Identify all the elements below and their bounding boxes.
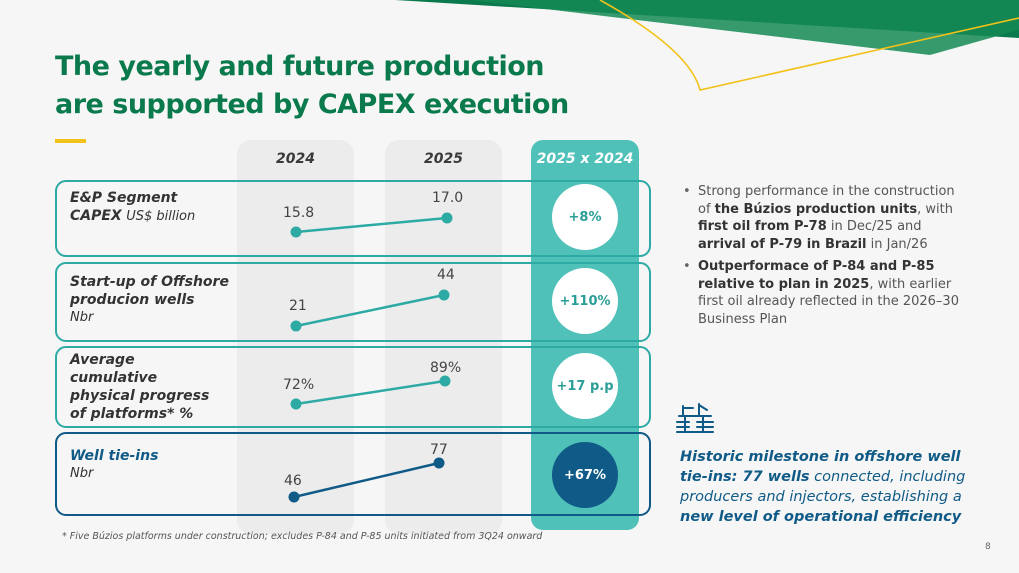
column-header-comparison: 2025 x 2024	[536, 151, 634, 167]
column-2024-background	[237, 140, 354, 534]
label-unit: Nbr	[70, 466, 94, 481]
row-frame-well-tie-ins	[55, 432, 651, 516]
label-line: producion wells	[70, 292, 195, 308]
row-label-well-tie-ins: Well tie-ins Nbr	[70, 447, 158, 483]
title-accent-bar	[55, 139, 86, 143]
row-frame-platform-progress	[55, 346, 651, 428]
value-capex-2024: 15.8	[283, 205, 315, 221]
column-header-2024: 2024	[276, 151, 315, 167]
bullet-bold: first oil from P-78	[698, 219, 827, 234]
milestone-bold: new level of operational efficiency	[680, 509, 962, 525]
corner-decoration	[395, 0, 1019, 91]
trend-line-capex	[295, 216, 448, 234]
change-badge-capex: +8%	[552, 184, 618, 250]
label-unit: Nbr	[70, 310, 94, 325]
milestone-text: Historic milestone in offshore well tie-…	[680, 447, 980, 527]
row-label-offshore-wells: Start-up of Offshore producion wells Nbr	[70, 273, 229, 327]
bullet-bold: Outperformace of P-84 and P-85 relative …	[698, 259, 935, 292]
row-label-platform-progress: Average cumulative physical progress of …	[70, 351, 209, 423]
row-label-capex: E&P Segment CAPEX US$ billion	[70, 189, 195, 226]
trend-line-offshore-wells	[295, 293, 445, 328]
title-line-1: The yearly and future production	[55, 51, 545, 82]
point-tieins-2025	[433, 457, 445, 469]
value-progress-2025: 89%	[430, 360, 462, 376]
label-line: E&P Segment	[70, 190, 178, 206]
row-frame-capex	[55, 180, 651, 257]
row-frame-offshore-wells	[55, 262, 651, 342]
value-wells-2024: 21	[289, 298, 307, 314]
value-tieins-2024: 46	[284, 473, 302, 489]
change-badge-offshore-wells: +110%	[552, 268, 618, 334]
bullet-bold: arrival of P-79 in Brazil	[698, 236, 867, 252]
label-line: Average	[70, 352, 135, 368]
milestone-bold: 77 wells	[742, 469, 810, 485]
point-progress-2024	[290, 398, 302, 410]
value-progress-2024: 72%	[283, 377, 315, 393]
footnote: * Five Búzios platforms under constructi…	[62, 531, 543, 542]
value-wells-2025: 44	[437, 267, 455, 283]
bullet-text: in Jan/26	[866, 236, 928, 252]
point-tieins-2024	[288, 491, 300, 503]
label-line: cumulative	[70, 370, 158, 386]
bullet-text: , with	[917, 201, 953, 217]
label-line: Start-up of Offshore	[70, 274, 229, 290]
label-line: physical progress	[70, 388, 210, 404]
page-title: The yearly and future production are sup…	[55, 48, 569, 124]
bullet-bold: the Búzios production units	[714, 201, 918, 217]
trend-line-well-tie-ins	[293, 461, 440, 499]
column-header-2025: 2025	[424, 151, 463, 167]
label-line: of platforms* %	[70, 406, 194, 422]
offshore-platform-icon	[676, 403, 714, 433]
change-badge-platform-progress: +17 p.p	[552, 353, 618, 419]
trend-line-platform-progress	[295, 379, 446, 406]
label-unit: US$ billion	[126, 209, 196, 224]
bullet-text: , with earlier first oil already reflect…	[698, 276, 959, 327]
point-capex-2024	[290, 226, 302, 238]
value-capex-2025: 17.0	[432, 190, 464, 206]
list-item: Strong performance in the construction o…	[681, 183, 971, 253]
change-badge-well-tie-ins: +67%	[552, 442, 618, 508]
list-item: Outperformace of P-84 and P-85 relative …	[681, 258, 971, 328]
highlights-list: Strong performance in the construction o…	[681, 183, 971, 333]
bullet-text: in Dec/25 and	[826, 219, 922, 234]
column-2025-background	[385, 140, 502, 534]
label-line: Well tie-ins	[70, 448, 159, 464]
point-progress-2025	[439, 375, 451, 387]
point-capex-2025	[441, 212, 453, 224]
page-number: 8	[985, 542, 991, 552]
milestone-text-part: connected, including producers and injec…	[680, 469, 966, 505]
point-wells-2025	[438, 289, 450, 301]
title-line-2: are supported by CAPEX execution	[55, 89, 569, 120]
value-tieins-2025: 77	[430, 442, 448, 458]
bullet-text: Strong performance in the construction o…	[698, 184, 955, 217]
milestone-bold: Historic milestone in offshore well tie-…	[680, 449, 961, 485]
label-line: CAPEX	[70, 208, 122, 224]
point-wells-2024	[290, 320, 302, 332]
